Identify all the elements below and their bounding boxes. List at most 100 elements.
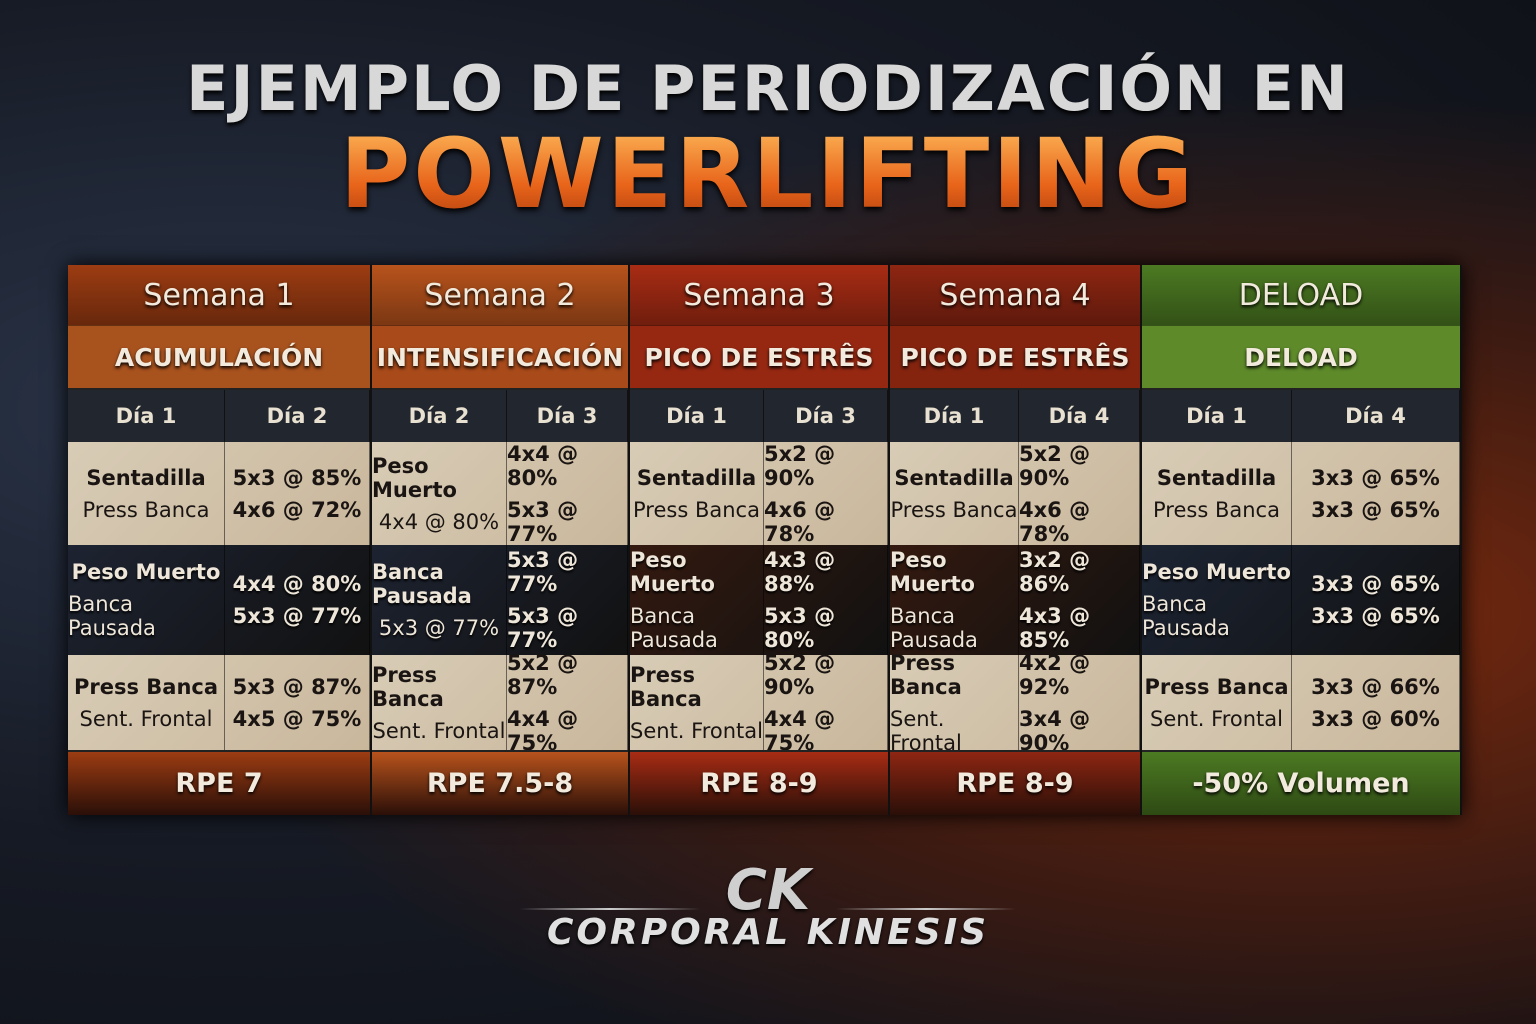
exercise-text: Banca Pausada bbox=[372, 560, 472, 608]
sets-cell: 5x3 @ 77% 5x3 @ 77% bbox=[507, 545, 628, 655]
exercise-text: Sent. Frontal bbox=[890, 706, 962, 755]
sets-text: 3x3 @ 65% bbox=[1311, 497, 1440, 522]
sets-text: 3x4 @ 90% bbox=[1019, 706, 1091, 755]
day-label: Día 3 bbox=[764, 390, 888, 442]
exercise-row: Press Banca Sent. Frontal 5x2 @ 90% 4x4 @ 7… bbox=[630, 651, 888, 755]
exercise-cell: Peso Muerto 4x4 @ 80% bbox=[372, 442, 507, 545]
sets-text: 4x6 @ 78% bbox=[1019, 497, 1091, 546]
sets-text: 5x2 @ 90% bbox=[764, 441, 836, 490]
exercise-row: Peso Muerto Banca Pausada 4x4 @ 80% 5x3 @ 7… bbox=[68, 545, 370, 655]
day-header-row: Día 2 Día 3 bbox=[372, 390, 628, 442]
exercise-text: Press Banca bbox=[890, 497, 1018, 522]
exercise-text: Peso Muerto bbox=[890, 548, 975, 596]
week-header: Semana 1 bbox=[68, 265, 370, 325]
week-header: Semana 2 bbox=[372, 265, 628, 325]
sets-text: 5x3 @ 77% bbox=[232, 604, 362, 628]
exercise-text: Press Banca bbox=[1153, 497, 1280, 522]
periodization-table: Semana 1 ACUMULACIÓN Día 1 Día 2 Sentadilla P… bbox=[68, 265, 1462, 815]
sets-text: 4x4 @ 75% bbox=[764, 706, 836, 755]
sets-text: 5x3 @ 80% bbox=[764, 604, 836, 652]
exercise-cell: Peso Muerto Banca Pausada bbox=[1142, 545, 1292, 655]
sets-cell: 5x2 @ 90% 4x6 @ 78% bbox=[764, 441, 888, 546]
logo-mark: CK bbox=[725, 858, 811, 923]
sets-text: 4x4 @ 75% bbox=[507, 706, 579, 755]
sets-cell: 3x2 @ 86% 4x3 @ 85% bbox=[1019, 545, 1140, 655]
sets-cell: 5x3 @ 85% 4x6 @ 72% bbox=[225, 442, 370, 545]
sets-text: 4x5 @ 75% bbox=[232, 706, 362, 731]
exercise-cell: Banca Pausada 5x3 @ 77% bbox=[372, 545, 507, 655]
exercise-text: Press Banca bbox=[82, 497, 210, 522]
exercise-text: Press Banca bbox=[630, 662, 702, 711]
exercise-text: 5x3 @ 77% bbox=[378, 616, 500, 640]
exercise-text: Peso Muerto bbox=[372, 453, 457, 502]
title-line-1: EJEMPLO DE PERIODIZACIÓN EN bbox=[186, 52, 1350, 125]
day-label: Día 2 bbox=[225, 390, 370, 442]
exercise-cell: Press Banca Sent. Frontal bbox=[68, 655, 225, 750]
exercise-row: Banca Pausada 5x3 @ 77% 5x3 @ 77% 5x3 @ 77% bbox=[372, 545, 628, 655]
week-footer: RPE 8-9 bbox=[630, 750, 888, 815]
phase-label: INTENSIFICACIÓN bbox=[372, 325, 628, 390]
exercise-row: Sentadilla Press Banca 5x2 @ 90% 4x6 @ 78% bbox=[890, 442, 1140, 546]
sets-text: 4x4 @ 80% bbox=[232, 572, 362, 596]
exercise-row: Press Banca Sent. Frontal 3x3 @ 66% 3x3 @ 6… bbox=[1142, 655, 1460, 750]
sets-text: 3x3 @ 60% bbox=[1311, 706, 1440, 731]
sets-cell: 4x2 @ 92% 3x4 @ 90% bbox=[1019, 651, 1140, 755]
sets-text: 5x3 @ 77% bbox=[507, 548, 579, 596]
exercise-text: Sentadilla bbox=[1156, 465, 1277, 490]
exercise-text: Sentadilla bbox=[636, 465, 757, 490]
exercise-text: Sentadilla bbox=[894, 465, 1014, 490]
logo-line-left bbox=[520, 908, 700, 910]
sets-cell: 5x2 @ 90% 4x4 @ 75% bbox=[764, 651, 888, 755]
day-label: Día 4 bbox=[1019, 390, 1140, 442]
exercise-text: 4x4 @ 80% bbox=[378, 509, 500, 534]
week-header: Semana 4 bbox=[890, 265, 1140, 325]
exercise-row: Press Banca Sent. Frontal 5x2 @ 87% 4x4 @ 7… bbox=[372, 651, 628, 755]
exercise-cell: Sentadilla Press Banca bbox=[68, 442, 225, 545]
sets-text: 5x3 @ 85% bbox=[232, 465, 362, 490]
sets-cell: 3x3 @ 65% 3x3 @ 65% bbox=[1292, 442, 1460, 545]
sets-text: 3x3 @ 65% bbox=[1311, 572, 1440, 596]
sets-text: 5x2 @ 90% bbox=[764, 650, 836, 699]
logo-line-right bbox=[836, 908, 1016, 910]
day-label: Día 1 bbox=[630, 390, 764, 442]
week-column: Semana 1 ACUMULACIÓN Día 1 Día 2 Sentadilla P… bbox=[68, 265, 372, 815]
exercise-row: Sentadilla Press Banca 5x3 @ 85% 4x6 @ 72% bbox=[68, 442, 370, 545]
sets-text: 4x2 @ 92% bbox=[1019, 650, 1091, 699]
exercise-row: Sentadilla Press Banca 5x2 @ 90% 4x6 @ 78% bbox=[630, 441, 888, 546]
exercise-cell: Peso Muerto Banca Pausada bbox=[630, 545, 764, 655]
sets-text: 3x3 @ 65% bbox=[1311, 465, 1440, 490]
exercise-text: Sent. Frontal bbox=[1150, 706, 1283, 731]
sets-cell: 3x3 @ 66% 3x3 @ 60% bbox=[1292, 655, 1460, 750]
day-label: Día 3 bbox=[507, 390, 628, 442]
sets-text: 5x3 @ 77% bbox=[507, 604, 579, 652]
week-footer: -50% Volumen bbox=[1142, 750, 1460, 815]
sets-text: 3x3 @ 65% bbox=[1311, 604, 1440, 628]
week-footer: RPE 8-9 bbox=[890, 750, 1140, 815]
day-label: Día 4 bbox=[1292, 390, 1460, 442]
day-header-row: Día 1 Día 3 bbox=[630, 390, 888, 442]
exercise-row: Sentadilla Press Banca 3x3 @ 65% 3x3 @ 65% bbox=[1142, 442, 1460, 545]
exercise-text: Press Banca bbox=[890, 650, 962, 699]
sets-text: 4x4 @ 80% bbox=[507, 441, 579, 490]
exercise-cell: Press Banca Sent. Frontal bbox=[372, 655, 507, 750]
sets-cell: 4x3 @ 88% 5x3 @ 80% bbox=[764, 545, 888, 655]
exercise-text: Sent. Frontal bbox=[630, 718, 763, 743]
day-label: Día 1 bbox=[68, 390, 225, 442]
exercise-cell: Press Banca Sent. Frontal bbox=[1142, 655, 1292, 750]
sets-cell: 5x2 @ 87% 4x4 @ 75% bbox=[507, 651, 628, 755]
week-column: Semana 3 PICO DE ESTRÊS Día 1 Día 3 Sentadil… bbox=[630, 265, 890, 815]
sets-cell: 4x4 @ 80% 5x3 @ 77% bbox=[507, 441, 628, 546]
day-label: Día 1 bbox=[890, 390, 1019, 442]
exercise-text: Press Banca bbox=[73, 674, 219, 699]
exercise-text: Peso Muerto bbox=[71, 560, 221, 584]
exercise-text: Peso Muerto bbox=[630, 548, 715, 596]
exercise-cell: Press Banca Sent. Frontal bbox=[890, 651, 1019, 755]
phase-label: ACUMULACIÓN bbox=[68, 325, 370, 390]
exercise-cell: Sentadilla Press Banca bbox=[890, 442, 1019, 545]
phase-label: DELOAD bbox=[1142, 325, 1460, 390]
day-header-row: Día 1 Día 2 bbox=[68, 390, 370, 442]
exercise-cell: Sentadilla Press Banca bbox=[630, 442, 764, 545]
week-footer: RPE 7 bbox=[68, 750, 370, 815]
day-header-row: Día 1 Día 4 bbox=[890, 390, 1140, 442]
phase-label: PICO DE ESTRÊS bbox=[890, 325, 1140, 390]
